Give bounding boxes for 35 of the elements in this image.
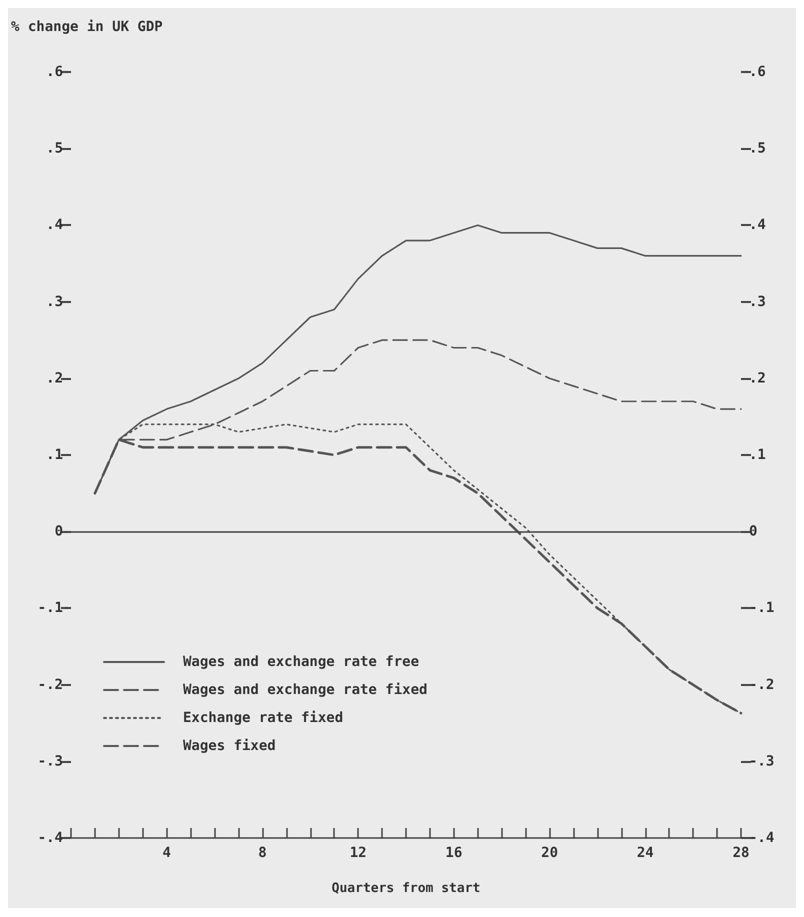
y2-tick-label: -.4 <box>749 830 774 846</box>
y-tick-label: 0 <box>54 524 63 540</box>
y2-tick-label: .5 <box>749 140 766 157</box>
x-tick-label: 24 <box>636 845 654 861</box>
x-tick-label: 4 <box>162 845 171 861</box>
y-tick-label: -.2 <box>38 676 63 693</box>
y2-tick-label: .4 <box>749 217 766 234</box>
legend-label: Wages and exchange rate free <box>183 654 420 670</box>
y-tick-label: .1 <box>46 447 63 463</box>
x-tick-label: 12 <box>350 845 367 861</box>
legend-label: Wages fixed <box>183 738 276 754</box>
y-tick-label: -.1 <box>38 600 63 616</box>
legend-label: Wages and exchange rate fixed <box>183 682 428 698</box>
y-tick-label: .3 <box>46 294 63 310</box>
x-tick-label: 20 <box>541 845 558 861</box>
y2-tick-label: .1 <box>749 447 766 463</box>
y2-tick-label: -.1 <box>749 600 774 616</box>
x-tick-label: 28 <box>732 845 750 861</box>
y-tick-label: .5 <box>46 140 63 157</box>
legend-label: Exchange rate fixed <box>183 710 344 726</box>
x-tick-label: 16 <box>445 845 462 861</box>
y2-tick-label: -.2 <box>749 676 774 693</box>
y-tick-label: .6 <box>46 64 63 80</box>
y2-tick-label: .6 <box>749 64 766 80</box>
y-axis-title: % change in UK GDP <box>11 19 163 35</box>
x-axis-title: Quarters from start <box>332 881 480 896</box>
y-tick-label: .2 <box>46 370 63 386</box>
y-tick-label: -.4 <box>38 830 63 846</box>
y-tick-label: -.3 <box>38 753 63 770</box>
y-tick-label: .4 <box>46 217 63 234</box>
y2-tick-label: .2 <box>749 370 766 386</box>
y2-tick-label: 0 <box>749 524 758 540</box>
x-tick-label: 8 <box>258 845 267 861</box>
y2-tick-label: -.3 <box>749 753 774 770</box>
y2-tick-label: .3 <box>749 294 766 310</box>
